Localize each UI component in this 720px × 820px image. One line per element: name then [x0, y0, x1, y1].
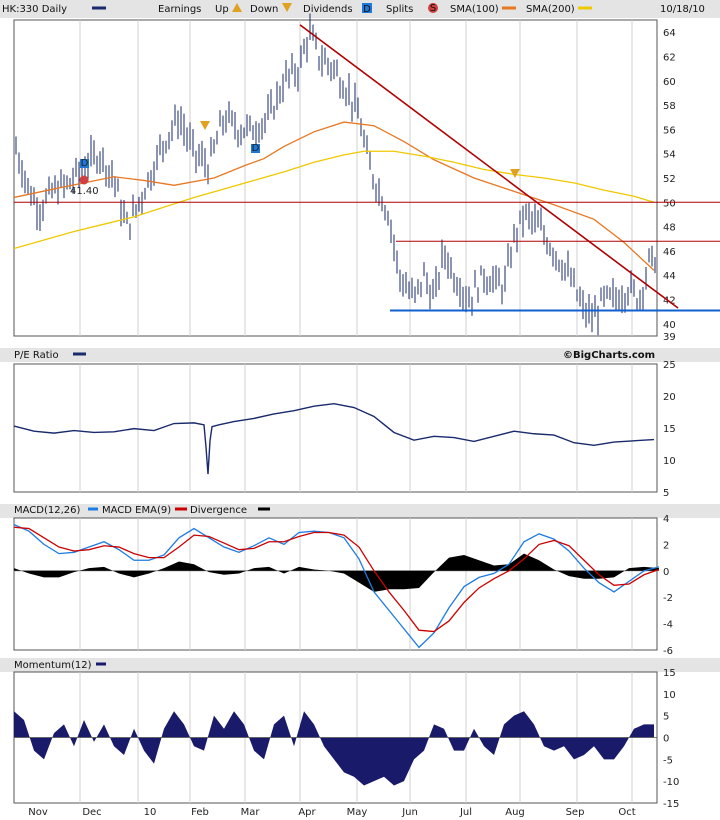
price-tick-label: 44 — [663, 271, 676, 282]
panel-frame — [13, 517, 658, 651]
momentum-tick-label: -10 — [663, 777, 679, 788]
price-tick-label: 60 — [663, 77, 676, 88]
earnings-down-icon — [282, 3, 292, 12]
month-label: Jul — [459, 807, 472, 818]
price-tick-label: 62 — [663, 52, 676, 63]
price-tick-label: 58 — [663, 101, 676, 112]
earnings-down-marker — [510, 169, 520, 178]
month-label: Mar — [241, 807, 261, 818]
price-bars — [15, 13, 656, 336]
chart-date: 10/18/10 — [660, 4, 705, 15]
price-tick-label: 64 — [663, 28, 676, 39]
month-label: Apr — [298, 807, 316, 818]
bigcharts-credit: ©BigCharts.com — [563, 350, 655, 361]
dividend-marker-letter: D — [252, 143, 260, 154]
month-label: May — [347, 807, 368, 818]
momentum-title: Momentum(12) — [14, 660, 92, 671]
momentum-tick-label: 0 — [663, 734, 669, 745]
split-marker — [79, 175, 89, 185]
month-label: Oct — [618, 807, 635, 818]
macd-ema-label: MACD EMA(9) — [102, 505, 171, 516]
panel-frame — [13, 363, 658, 493]
split-icon — [428, 3, 438, 13]
dividends-label: Dividends — [303, 4, 353, 15]
pe-tick-label: 20 — [663, 392, 676, 403]
pe-line — [13, 402, 655, 475]
macd-title: MACD(12,26) — [14, 505, 81, 516]
pe-tick-label: 15 — [663, 424, 676, 435]
momentum-area — [14, 711, 654, 786]
month-label: 10 — [144, 807, 157, 818]
sma100-label: SMA(100) — [450, 4, 499, 15]
month-label: Sep — [566, 807, 585, 818]
month-label: Jun — [401, 807, 418, 818]
earnings-up-icon — [232, 3, 242, 12]
dividend-marker — [80, 159, 89, 168]
month-label: Dec — [82, 807, 101, 818]
macd-tick-label: -2 — [663, 593, 673, 604]
sma-line — [13, 150, 655, 250]
panel-header-bar — [0, 658, 720, 672]
pe-tick-label: 5 — [663, 488, 669, 499]
top-header-bar — [0, 0, 720, 18]
trendline — [299, 24, 679, 309]
price-tick-label: 56 — [663, 125, 676, 136]
pe-title: P/E Ratio — [14, 350, 59, 361]
earnings-down-marker — [200, 121, 210, 130]
sma-line — [13, 121, 655, 271]
macd-ema-line — [13, 526, 660, 633]
split-icon-letter: S — [430, 3, 436, 14]
earnings-label: Earnings — [158, 4, 201, 15]
dividend-icon-letter: D — [363, 4, 371, 15]
pe-tick-label: 25 — [663, 360, 676, 371]
month-label: Aug — [505, 807, 525, 818]
earnings-down-label: Down — [250, 4, 278, 15]
month-label: Feb — [191, 807, 209, 818]
price-tick-label: 46 — [663, 247, 676, 258]
low-price-label: 41.40 — [70, 186, 99, 197]
month-label: Nov — [28, 807, 48, 818]
dividend-icon — [362, 3, 372, 13]
price-tick-label: 54 — [663, 150, 676, 161]
price-tick-label: 40 — [663, 320, 676, 331]
macd-tick-label: 0 — [663, 567, 669, 578]
macd-tick-label: -6 — [663, 646, 673, 657]
pe-tick-label: 10 — [663, 456, 676, 467]
momentum-tick-label: 5 — [663, 712, 669, 723]
momentum-tick-label: -15 — [663, 799, 679, 810]
price-tick-label: 50 — [663, 198, 676, 209]
macd-tick-label: 4 — [663, 514, 669, 525]
panel-header-bar — [0, 348, 720, 362]
macd-line — [13, 524, 660, 649]
momentum-tick-label: 15 — [663, 668, 676, 679]
momentum-tick-label: -5 — [663, 755, 673, 766]
earnings-up-label: Up — [215, 4, 229, 15]
dividend-marker-letter: D — [81, 158, 89, 169]
price-tick-label: 39 — [663, 332, 676, 343]
splits-label: Splits — [386, 4, 413, 15]
momentum-tick-label: 10 — [663, 690, 676, 701]
price-tick-label: 48 — [663, 223, 676, 234]
macd-tick-label: -4 — [663, 620, 673, 631]
symbol-label: HK:330 Daily — [2, 4, 67, 15]
dividend-marker — [251, 144, 260, 153]
divergence-label: Divergence — [190, 505, 247, 516]
price-tick-label: 52 — [663, 174, 676, 185]
macd-tick-label: 2 — [663, 540, 669, 551]
divergence-area — [14, 553, 659, 592]
sma200-label: SMA(200) — [526, 4, 575, 15]
